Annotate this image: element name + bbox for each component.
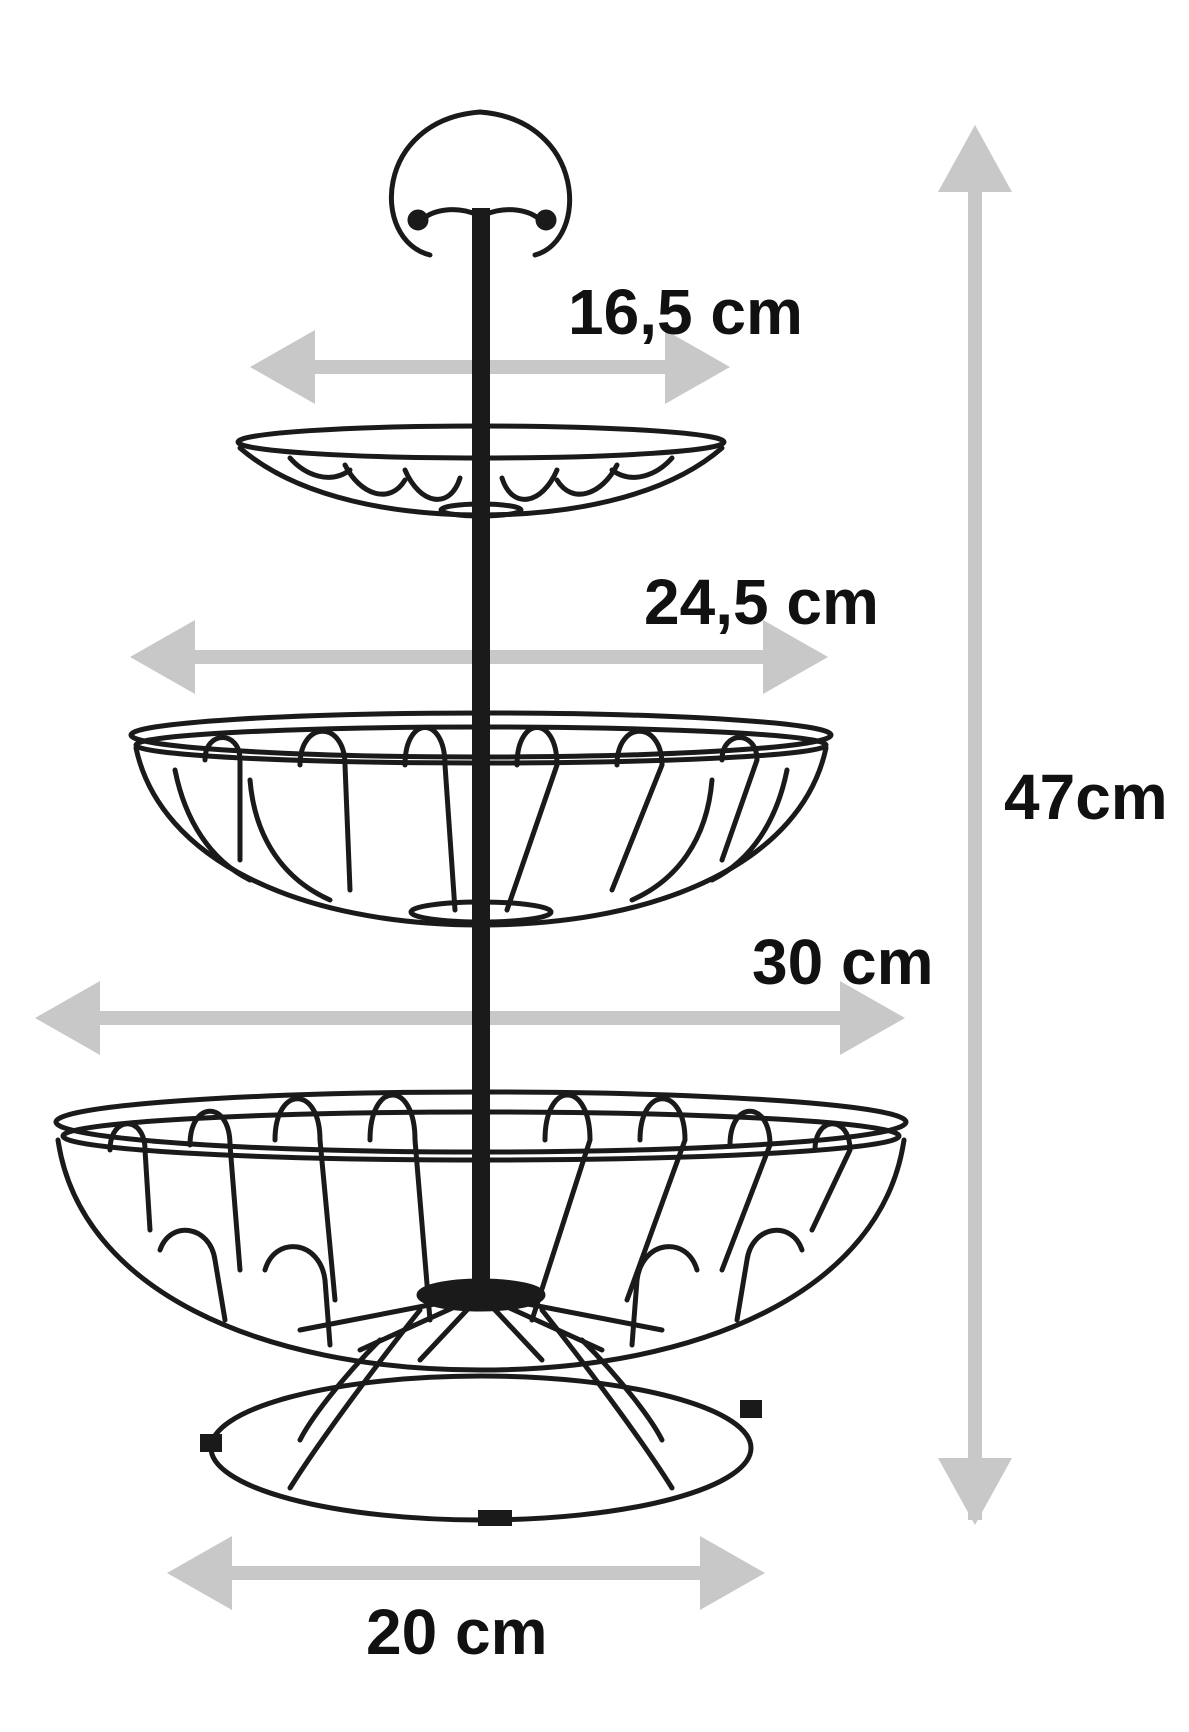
top-tier-basket: [235, 423, 727, 519]
base-stand: [200, 1307, 762, 1526]
bottom-tier-width-label: 30 cm: [752, 926, 934, 998]
handle-scroll-left: [417, 207, 481, 225]
handle-loop: [388, 109, 573, 258]
total-height-arrow: [938, 125, 1012, 1525]
middle-tier-basket: [128, 710, 834, 928]
center-pole: [472, 208, 490, 1283]
top-tier-width-label: 16,5 cm: [568, 276, 803, 348]
middle-tier-width-label: 24,5 cm: [644, 566, 879, 638]
base-width-arrow: [167, 1536, 765, 1610]
base-width-label: 20 cm: [366, 1596, 548, 1668]
total-height-label: 47cm: [1004, 761, 1168, 833]
bottom-tier-basket: [53, 1089, 909, 1373]
handle-scroll-right: [481, 207, 545, 225]
